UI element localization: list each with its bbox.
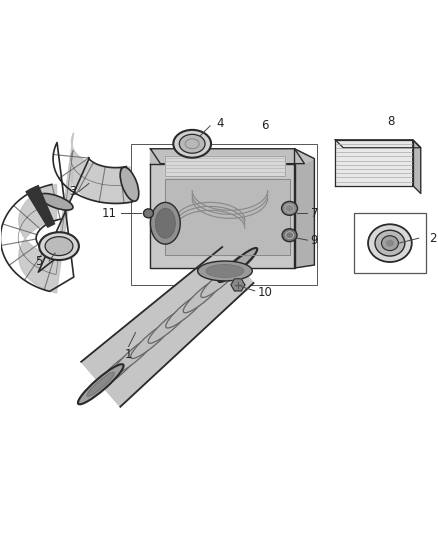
Ellipse shape — [39, 193, 73, 210]
Text: 3: 3 — [69, 185, 77, 198]
Polygon shape — [294, 149, 314, 268]
Polygon shape — [335, 140, 421, 148]
Bar — [354, 213, 426, 273]
Text: 11: 11 — [101, 207, 116, 220]
Polygon shape — [413, 140, 421, 193]
Polygon shape — [81, 247, 254, 407]
Polygon shape — [231, 279, 245, 291]
Ellipse shape — [282, 201, 297, 215]
Ellipse shape — [39, 232, 79, 260]
Polygon shape — [150, 149, 314, 164]
Ellipse shape — [219, 248, 258, 282]
Ellipse shape — [381, 236, 398, 251]
Ellipse shape — [144, 209, 153, 218]
Ellipse shape — [219, 248, 257, 282]
Polygon shape — [165, 179, 290, 255]
Ellipse shape — [201, 262, 240, 297]
Ellipse shape — [87, 372, 114, 396]
Ellipse shape — [166, 292, 207, 328]
Ellipse shape — [120, 167, 139, 201]
Polygon shape — [150, 164, 294, 268]
Polygon shape — [150, 149, 304, 164]
Ellipse shape — [183, 277, 224, 313]
Ellipse shape — [375, 230, 405, 256]
Polygon shape — [165, 156, 285, 175]
Text: 1: 1 — [125, 348, 132, 361]
Ellipse shape — [148, 306, 191, 343]
Ellipse shape — [179, 134, 205, 153]
Ellipse shape — [368, 224, 412, 262]
Ellipse shape — [45, 237, 73, 255]
Ellipse shape — [131, 320, 174, 359]
Ellipse shape — [113, 335, 157, 374]
Ellipse shape — [78, 364, 124, 405]
Text: 5: 5 — [35, 255, 43, 268]
Text: 2: 2 — [429, 232, 436, 245]
Ellipse shape — [198, 261, 252, 281]
Text: 6: 6 — [261, 119, 268, 132]
Text: 4: 4 — [216, 117, 224, 131]
Text: 9: 9 — [311, 233, 318, 247]
Text: 10: 10 — [257, 286, 272, 300]
Text: 7: 7 — [311, 207, 318, 220]
Bar — [131, 144, 318, 285]
Ellipse shape — [386, 240, 393, 246]
Ellipse shape — [95, 350, 140, 389]
Ellipse shape — [155, 208, 175, 238]
Text: 8: 8 — [387, 116, 395, 128]
Ellipse shape — [206, 264, 244, 278]
Polygon shape — [335, 140, 413, 185]
Ellipse shape — [173, 130, 211, 158]
Ellipse shape — [150, 203, 180, 244]
Ellipse shape — [282, 229, 297, 241]
Ellipse shape — [78, 364, 124, 405]
